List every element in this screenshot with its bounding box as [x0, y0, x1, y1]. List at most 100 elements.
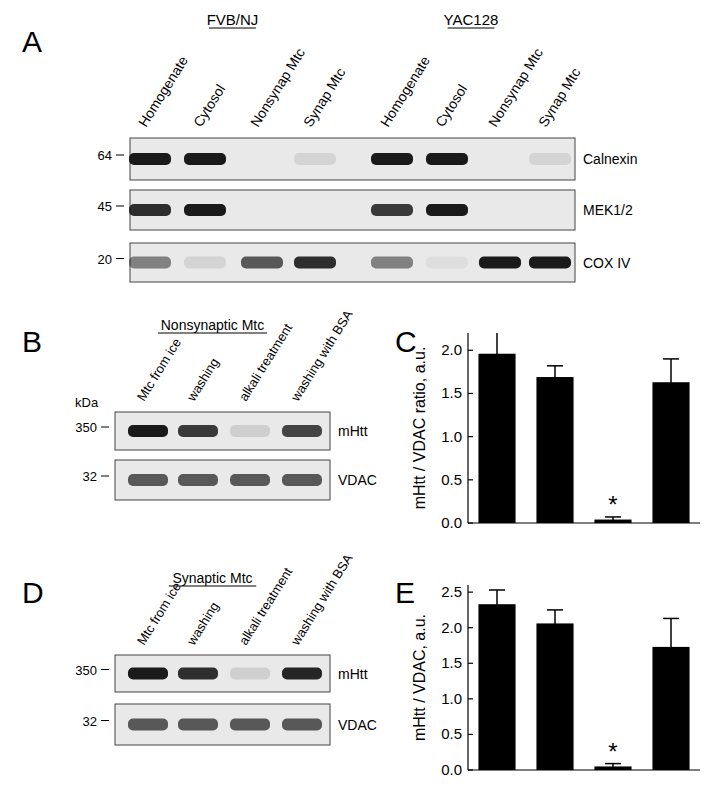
lane-label: Synap Mtc	[300, 65, 349, 130]
row-label: VDAC	[338, 717, 377, 733]
lane-label: washing with BSA	[287, 551, 356, 648]
lane-label: Homogenate	[377, 53, 433, 130]
error-bar	[663, 359, 679, 406]
lane-label: alkali treatment	[236, 565, 296, 648]
lane-label: washing with BSA	[287, 307, 356, 404]
band	[294, 153, 336, 165]
mw-label: 350	[75, 420, 97, 435]
y-tick-label: 0.5	[441, 471, 462, 488]
panel-letter: A	[22, 25, 42, 58]
band	[282, 474, 322, 486]
blot-header: FVB/NJ	[207, 11, 259, 28]
band	[241, 204, 283, 216]
blot-strip	[130, 243, 575, 282]
significance-mark: *	[608, 491, 617, 518]
error-line	[496, 333, 498, 376]
lane-label: Nonsynap Mtc	[247, 45, 308, 129]
band	[178, 425, 218, 437]
band	[426, 153, 468, 165]
band	[230, 425, 270, 437]
band	[128, 425, 168, 437]
blot-panel: A FVB/NJ YAC128 HomogenateCytosol Nonsynap M…	[22, 11, 637, 282]
row-label: VDAC	[338, 472, 377, 488]
mw-label: 32	[83, 469, 97, 484]
error-cap	[547, 609, 563, 611]
band	[129, 153, 171, 165]
lane-label: washing	[183, 599, 222, 648]
band	[230, 474, 270, 486]
row-label: COX IV	[583, 255, 631, 271]
band	[282, 719, 322, 731]
band	[282, 668, 322, 680]
band	[529, 153, 571, 165]
mw-tick	[116, 258, 124, 259]
band	[479, 257, 521, 269]
mw-label: 64	[98, 148, 112, 163]
y-tick-label: 1.5	[441, 654, 462, 671]
row-label: mHtt	[338, 423, 368, 439]
band	[178, 474, 218, 486]
band	[479, 153, 521, 165]
blot-strip	[115, 460, 330, 500]
error-line	[554, 610, 556, 637]
mw-tick	[101, 476, 109, 477]
x-axis	[468, 522, 700, 523]
band	[371, 153, 413, 165]
mw-tick	[101, 427, 109, 428]
band	[230, 719, 270, 731]
bar	[536, 623, 573, 770]
y-tick	[468, 436, 473, 437]
header-underline	[448, 28, 495, 29]
band	[128, 668, 168, 680]
band	[241, 153, 283, 165]
figure: A FVB/NJ YAC128 HomogenateCytosol Nonsynap M…	[0, 0, 714, 793]
lane-label: Mtc from ice	[134, 336, 184, 404]
error-bar	[489, 333, 505, 376]
y-tick-label: 1.5	[441, 384, 462, 401]
error-cap	[663, 358, 679, 360]
plot-area	[478, 333, 689, 523]
y-tick	[468, 734, 473, 735]
y-tick	[468, 592, 473, 593]
band	[282, 425, 322, 437]
row-label: Calnexin	[583, 151, 637, 167]
error-bar	[547, 610, 563, 637]
bar	[478, 354, 515, 523]
mw-unit: kDa	[75, 395, 99, 410]
blot-strip	[130, 138, 575, 180]
lane-label: washing	[183, 355, 222, 404]
row-label: mHtt	[338, 666, 368, 682]
error-cap	[489, 589, 505, 591]
mw-tick	[116, 206, 124, 207]
y-tick-label: 2.0	[441, 619, 462, 636]
error-line	[670, 618, 672, 675]
mw-label: 45	[98, 199, 112, 214]
header-underline	[209, 28, 256, 29]
band	[426, 204, 468, 216]
y-axis	[467, 333, 468, 523]
error-bar	[489, 590, 505, 618]
blot-strip	[115, 412, 330, 450]
y-tick	[468, 393, 473, 394]
band	[230, 668, 270, 680]
blot-header: YAC128	[444, 11, 499, 28]
background	[0, 0, 714, 793]
y-tick	[468, 350, 473, 351]
blot-panel: DSynaptic MtcMtc from icewashingalkali t…	[22, 551, 377, 745]
error-line	[554, 366, 556, 388]
y-tick-label: 2.0	[441, 341, 462, 358]
y-tick-label: 2.5	[441, 583, 462, 600]
panel-letter: B	[22, 325, 42, 358]
lane-label: Cytosol	[432, 82, 470, 130]
band	[529, 257, 571, 269]
y-axis-label: mHtt / VDAC ratio, a.u.	[411, 347, 428, 510]
error-cap	[663, 618, 679, 620]
band	[128, 719, 168, 731]
blot-strip	[115, 655, 330, 692]
lane-label: Mtc from ice	[134, 580, 184, 648]
band	[129, 257, 171, 269]
band	[128, 474, 168, 486]
band	[426, 257, 468, 269]
band	[371, 204, 413, 216]
band	[371, 257, 413, 269]
